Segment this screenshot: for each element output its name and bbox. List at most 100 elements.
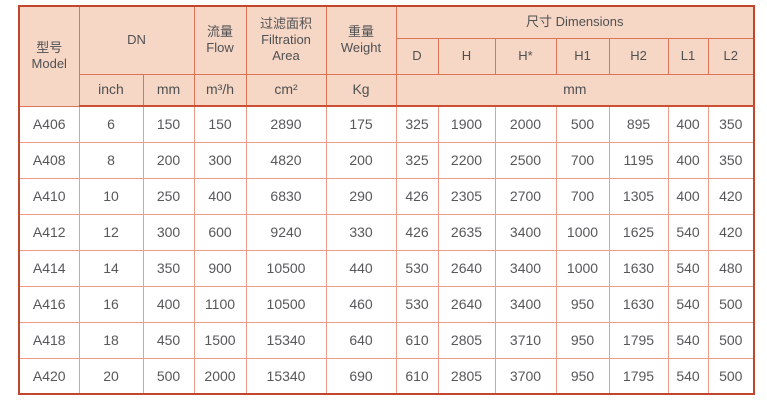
header-model: 型号 Model	[18, 5, 80, 107]
cell-dim-h1: 950	[555, 285, 610, 323]
cell-dim-d: 325	[395, 105, 439, 143]
cell-dim-h: 2805	[437, 357, 496, 395]
cell-dim-l1: 540	[667, 357, 709, 395]
cell-dn-inch: 6	[78, 105, 144, 143]
table-body: A406 6 150 150 2890 175 325 1900 2000 50…	[18, 105, 755, 395]
cell-dn-mm: 500	[142, 357, 195, 395]
cell-model: A412	[18, 213, 80, 251]
cell-dim-h2: 1630	[608, 285, 669, 323]
cell-weight: 640	[325, 321, 397, 359]
cell-flow: 600	[193, 213, 247, 251]
cell-model: A418	[18, 321, 80, 359]
table-row: A414 14 350 900 10500 440 530 2640 3400 …	[18, 249, 755, 287]
cell-dn-inch: 16	[78, 285, 144, 323]
cell-dim-l1: 540	[667, 321, 709, 359]
header-dim-h2: H2	[608, 37, 669, 75]
cell-dn-mm: 150	[142, 105, 195, 143]
table-row: A408 8 200 300 4820 200 325 2200 2500 70…	[18, 141, 755, 179]
header-dimensions: 尺寸 Dimensions	[395, 5, 755, 39]
cell-model: A410	[18, 177, 80, 215]
unit-inch: inch	[78, 73, 144, 107]
cell-filtration-area: 2890	[245, 105, 327, 143]
cell-dim-d: 426	[395, 177, 439, 215]
cell-flow: 150	[193, 105, 247, 143]
header-dim-h: H	[437, 37, 496, 75]
table-row: A406 6 150 150 2890 175 325 1900 2000 50…	[18, 105, 755, 143]
cell-dim-hstar: 3700	[494, 357, 557, 395]
unit-area: cm²	[245, 73, 327, 107]
cell-dim-l1: 400	[667, 141, 709, 179]
cell-model: A406	[18, 105, 80, 143]
header-dim-l1: L1	[667, 37, 709, 75]
table-row: A412 12 300 600 9240 330 426 2635 3400 1…	[18, 213, 755, 251]
cell-dim-hstar: 2500	[494, 141, 557, 179]
cell-dim-hstar: 3400	[494, 213, 557, 251]
cell-dim-d: 610	[395, 321, 439, 359]
cell-dn-mm: 450	[142, 321, 195, 359]
header-dim-hstar: H*	[494, 37, 557, 75]
table-row: A418 18 450 1500 15340 640 610 2805 3710…	[18, 321, 755, 359]
cell-weight: 460	[325, 285, 397, 323]
cell-filtration-area: 10500	[245, 249, 327, 287]
header-filtration-en2: Area	[272, 48, 300, 64]
unit-dims: mm	[395, 73, 755, 107]
cell-dn-inch: 14	[78, 249, 144, 287]
cell-dim-l2: 350	[707, 141, 755, 179]
table-row: A416 16 400 1100 10500 460 530 2640 3400…	[18, 285, 755, 323]
header-dim-d: D	[395, 37, 439, 75]
cell-model: A414	[18, 249, 80, 287]
cell-dim-l2: 500	[707, 285, 755, 323]
unit-mm: mm	[142, 73, 195, 107]
cell-weight: 175	[325, 105, 397, 143]
cell-dim-h: 1900	[437, 105, 496, 143]
cell-filtration-area: 15340	[245, 357, 327, 395]
cell-filtration-area: 4820	[245, 141, 327, 179]
header-model-en: Model	[31, 56, 67, 72]
cell-dim-l1: 540	[667, 249, 709, 287]
header-dim-l2: L2	[707, 37, 755, 75]
cell-dim-l2: 500	[707, 357, 755, 395]
header-filtration-area: 过滤面积 Filtration Area	[245, 5, 327, 75]
cell-flow: 2000	[193, 357, 247, 395]
header-flow-zh: 流量	[206, 24, 233, 39]
cell-weight: 200	[325, 141, 397, 179]
cell-dn-inch: 12	[78, 213, 144, 251]
cell-dim-h1: 950	[555, 321, 610, 359]
cell-weight: 290	[325, 177, 397, 215]
cell-flow: 300	[193, 141, 247, 179]
header-filtration-zh: 过滤面积	[259, 15, 312, 31]
cell-dim-l1: 400	[667, 105, 709, 143]
cell-dim-h: 2200	[437, 141, 496, 179]
spec-table: 型号 Model DN 流量 Flow 过滤面积 Filtration Area…	[18, 5, 755, 395]
cell-dim-h1: 700	[555, 177, 610, 215]
cell-dim-l1: 540	[667, 213, 709, 251]
cell-dim-d: 610	[395, 357, 439, 395]
cell-dim-h2: 1305	[608, 177, 669, 215]
cell-filtration-area: 6830	[245, 177, 327, 215]
cell-dim-hstar: 2700	[494, 177, 557, 215]
header-weight: 重量 Weight	[325, 5, 397, 75]
cell-weight: 330	[325, 213, 397, 251]
cell-dim-h2: 1630	[608, 249, 669, 287]
header-filtration-en1: Filtration	[261, 32, 311, 48]
cell-flow: 1500	[193, 321, 247, 359]
cell-dim-hstar: 3400	[494, 285, 557, 323]
cell-filtration-area: 10500	[245, 285, 327, 323]
cell-dim-l1: 540	[667, 285, 709, 323]
cell-dn-inch: 20	[78, 357, 144, 395]
cell-model: A420	[18, 357, 80, 395]
header-flow-en: Flow	[206, 40, 234, 56]
cell-model: A408	[18, 141, 80, 179]
cell-dim-hstar: 2000	[494, 105, 557, 143]
cell-dim-d: 426	[395, 213, 439, 251]
table-row: A410 10 250 400 6830 290 426 2305 2700 7…	[18, 177, 755, 215]
table-row: A420 20 500 2000 15340 690 610 2805 3700…	[18, 357, 755, 395]
cell-dim-h: 2305	[437, 177, 496, 215]
cell-dn-inch: 8	[78, 141, 144, 179]
header-weight-zh: 重量	[347, 24, 374, 39]
cell-dim-h1: 950	[555, 357, 610, 395]
cell-flow: 900	[193, 249, 247, 287]
cell-weight: 690	[325, 357, 397, 395]
cell-dim-l2: 480	[707, 249, 755, 287]
cell-filtration-area: 15340	[245, 321, 327, 359]
